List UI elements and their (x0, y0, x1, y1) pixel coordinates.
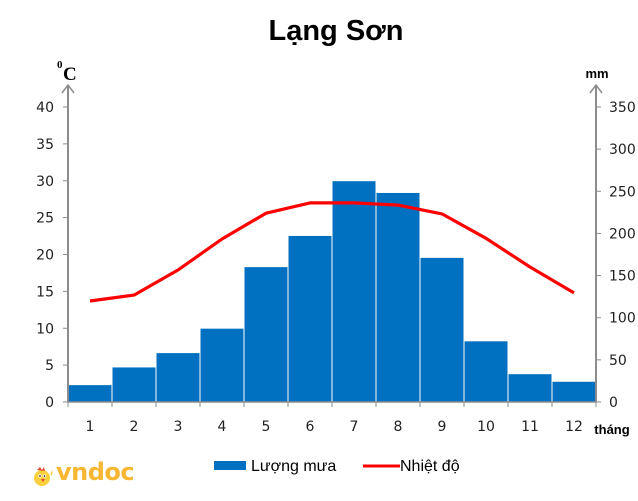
rainfall-bars (68, 181, 596, 402)
x-tick-label: 9 (438, 419, 447, 435)
legend-bar-swatch-icon (214, 461, 246, 470)
rainfall-bar (332, 181, 376, 402)
legend-item-temperature: Nhiệt độ (363, 458, 460, 475)
x-tick-label: 6 (306, 419, 315, 435)
x-tick-label: 11 (521, 419, 539, 435)
right-tick-label: 300 (609, 142, 636, 158)
right-tick-label: 200 (609, 226, 636, 242)
rainfall-bar (420, 257, 464, 402)
left-tick-label: 25 (36, 211, 54, 227)
rainfall-bar (68, 385, 112, 402)
left-tick-label: 40 (36, 100, 54, 116)
tick-labels: 1 2 3 4 5 6 7 8 9 10 11 120510152025303540050100150… (36, 100, 636, 435)
right-tick-label: 150 (609, 269, 636, 285)
x-axis-label: tháng (594, 422, 629, 437)
left-tick-label: 5 (45, 358, 54, 374)
rainfall-bar (376, 192, 420, 402)
chick-mascot-icon (34, 467, 53, 486)
x-tick-label: 1 (86, 419, 95, 435)
chart-title: Lạng Sơn (268, 15, 403, 47)
vndoc-logo-text: vndoc (56, 458, 135, 486)
rainfall-bar (552, 381, 596, 402)
x-tick-label: 7 (350, 419, 359, 435)
temperature-line (89, 201, 575, 303)
left-axis-arrow-icon (61, 83, 75, 94)
right-axis-unit: mm (585, 66, 608, 81)
x-tick-label: 5 (262, 419, 271, 435)
rainfall-bar (244, 267, 288, 402)
rainfall-bar (508, 374, 552, 402)
legend-label-rainfall: Lượng mưa (251, 458, 336, 475)
x-tick-label: 8 (394, 419, 403, 435)
rainfall-bar (156, 353, 200, 402)
vndoc-watermark: vndoc (32, 458, 142, 493)
right-axis-arrow-icon (589, 83, 603, 94)
right-tick-label: 0 (609, 395, 618, 411)
left-tick-label: 30 (36, 174, 54, 190)
x-tick-label: 2 (130, 419, 139, 435)
left-unit-main: C (63, 64, 77, 85)
axes (61, 83, 603, 407)
rainfall-bar (464, 341, 508, 402)
right-tick-label: 100 (609, 311, 636, 327)
x-tick-label: 4 (218, 419, 227, 435)
right-tick-label: 350 (609, 100, 636, 116)
left-tick-label: 35 (36, 137, 54, 153)
x-tick-label: 3 (174, 419, 183, 435)
rainfall-bar (200, 328, 244, 402)
legend-label-temperature: Nhiệt độ (400, 458, 460, 475)
rainfall-bar (112, 367, 156, 402)
left-unit-superscript: 0 (57, 59, 63, 71)
temperature-polyline (89, 201, 575, 303)
right-tick-label: 250 (609, 184, 636, 200)
x-tick-label: 12 (565, 419, 583, 435)
right-tick-label: 50 (609, 353, 627, 369)
rainfall-bar (288, 235, 332, 402)
x-tick-label: 10 (477, 419, 495, 435)
left-tick-label: 0 (45, 395, 54, 411)
left-axis-unit: 0 C (57, 59, 77, 85)
left-tick-label: 10 (36, 321, 54, 337)
left-tick-label: 20 (36, 248, 54, 264)
legend: Lượng mưa Nhiệt độ (214, 458, 460, 475)
left-tick-label: 15 (36, 284, 54, 300)
legend-item-rainfall: Lượng mưa (214, 458, 336, 475)
